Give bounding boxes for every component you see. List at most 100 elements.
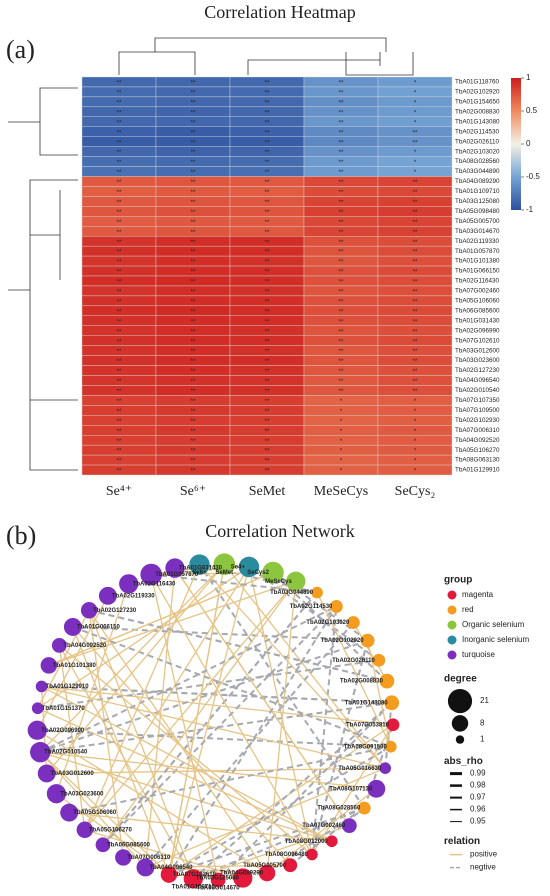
- cell-label: **: [339, 349, 344, 355]
- cell-label: **: [339, 260, 344, 266]
- cell-label: **: [265, 339, 270, 345]
- cell-label: **: [117, 170, 122, 176]
- node-label: TbA02G008830: [340, 679, 384, 685]
- cell-label: **: [265, 160, 270, 166]
- cell-label: *: [414, 429, 417, 435]
- node-label: TbA08G107130: [329, 786, 373, 792]
- cell-label: **: [191, 439, 196, 445]
- cell-label: **: [191, 469, 196, 475]
- node-label: TbA01G031430: [179, 566, 223, 572]
- legend-label: 0.96: [470, 805, 486, 814]
- cell-label: *: [414, 409, 417, 415]
- cell-label: *: [414, 120, 417, 126]
- node: [27, 720, 47, 740]
- node-label: TbA02G026110: [332, 658, 375, 664]
- edge: [48, 580, 297, 666]
- row-label: TbA07G102610: [455, 337, 500, 344]
- node: [213, 553, 236, 576]
- node: [357, 801, 371, 815]
- colorbar-tick-label: 1: [526, 73, 531, 82]
- edge: [168, 807, 365, 876]
- edge: [48, 572, 274, 666]
- cell-label: **: [117, 240, 122, 246]
- cell-label: **: [117, 260, 122, 266]
- cell-label: **: [265, 389, 270, 395]
- edge: [102, 580, 297, 846]
- row-label: TbA08G028560: [455, 158, 500, 165]
- edge: [150, 574, 219, 881]
- node-label: TbA08G012000: [285, 839, 329, 845]
- cell-label: **: [339, 91, 344, 97]
- node-label: TbA03G023600: [60, 791, 104, 797]
- cell-label: **: [117, 469, 122, 475]
- cell-label: **: [265, 81, 270, 87]
- node-label: TbA02G103020: [306, 620, 350, 626]
- cell-label: **: [265, 409, 270, 415]
- legend-label: 8: [480, 718, 485, 727]
- node: [80, 602, 98, 619]
- node: [60, 803, 79, 822]
- node: [384, 695, 400, 711]
- edge: [88, 609, 388, 683]
- row-label: TbA07G107350: [455, 397, 500, 404]
- cell-label: **: [117, 429, 122, 435]
- edge: [174, 567, 350, 827]
- row-label: TbA05G106270: [455, 447, 500, 454]
- cell-label: **: [265, 240, 270, 246]
- edge: [144, 567, 176, 868]
- node-label: TbA01G129910: [46, 684, 90, 690]
- cell-label: **: [413, 220, 418, 226]
- node-label: TbA04G092520: [63, 643, 107, 649]
- legend-label: Inorganic selenium: [462, 635, 529, 644]
- legend-size: [455, 735, 465, 744]
- node: [262, 561, 284, 584]
- cell-label: **: [339, 309, 344, 315]
- node: [165, 558, 185, 578]
- cell-label: **: [191, 379, 196, 385]
- row-label: TbA02G102930: [455, 417, 500, 424]
- cell-label: **: [339, 230, 344, 236]
- edge: [37, 729, 391, 748]
- cell-label: **: [265, 290, 270, 296]
- cell-label: **: [339, 319, 344, 325]
- cell-label: **: [265, 91, 270, 97]
- node-label: TbA02G114530: [290, 604, 333, 610]
- colorbar: [511, 78, 521, 210]
- legend-label: 0.99: [470, 769, 486, 778]
- cell-label: **: [191, 130, 196, 136]
- cell-label: **: [339, 110, 344, 116]
- legend-swatch: [447, 650, 457, 660]
- cell-label: **: [117, 449, 122, 455]
- edge: [39, 605, 337, 754]
- node: [183, 869, 203, 889]
- node-label: SeMet: [215, 570, 233, 576]
- cell-label: **: [117, 389, 122, 395]
- cell-label: **: [117, 200, 122, 206]
- cell-label: **: [265, 280, 270, 286]
- cell-label: **: [413, 140, 418, 146]
- edge: [41, 685, 333, 842]
- edge: [36, 729, 268, 874]
- column-label: SeMet: [249, 484, 286, 499]
- cell-label: **: [413, 270, 418, 276]
- cell-label: **: [191, 180, 196, 186]
- cell-label: **: [339, 250, 344, 256]
- cell-label: **: [191, 280, 196, 286]
- legend-label: Organic selenium: [462, 620, 525, 629]
- cell-label: **: [191, 399, 196, 405]
- cell-label: **: [339, 180, 344, 186]
- cell-label: **: [339, 240, 344, 246]
- cell-label: **: [339, 210, 344, 216]
- edge: [72, 625, 392, 748]
- node: [283, 858, 298, 873]
- cell-label: **: [265, 449, 270, 455]
- edge: [199, 564, 386, 769]
- node-label: TbA05G106060: [73, 810, 117, 816]
- node-label: TbA07G102610: [173, 872, 217, 878]
- cell-label: **: [413, 260, 418, 266]
- cell-label: **: [339, 290, 344, 296]
- cell-label: **: [191, 429, 196, 435]
- cell-label: **: [413, 130, 418, 136]
- node: [306, 848, 318, 861]
- row-label: TbA01G129910: [455, 467, 500, 474]
